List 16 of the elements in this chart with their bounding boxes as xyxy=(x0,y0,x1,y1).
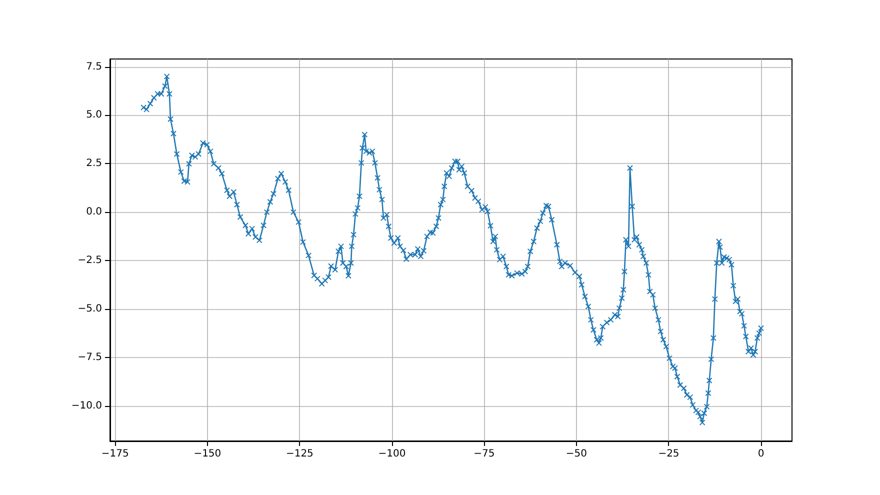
y-tick-label: 0.0 xyxy=(86,206,102,218)
x-tick-label: −175 xyxy=(101,448,129,460)
y-tick-label: −5.0 xyxy=(78,304,102,315)
y-tick-label: −10.0 xyxy=(71,400,102,412)
x-tick-label: −150 xyxy=(194,448,222,460)
y-tick-label: −2.5 xyxy=(78,255,102,266)
x-tick-label: −25 xyxy=(658,448,680,460)
y-tick-label: 7.5 xyxy=(86,61,102,72)
x-tick-label: 0 xyxy=(758,448,764,460)
x-tick-label: −75 xyxy=(474,448,495,460)
y-tick-label: 2.5 xyxy=(86,158,102,170)
x-tick-label: −50 xyxy=(566,448,588,460)
y-tick-label: 5.0 xyxy=(86,110,102,121)
x-tick-label: −125 xyxy=(286,448,314,460)
y-tick-label: −7.5 xyxy=(78,352,102,364)
x-tick-label: −100 xyxy=(378,448,406,460)
